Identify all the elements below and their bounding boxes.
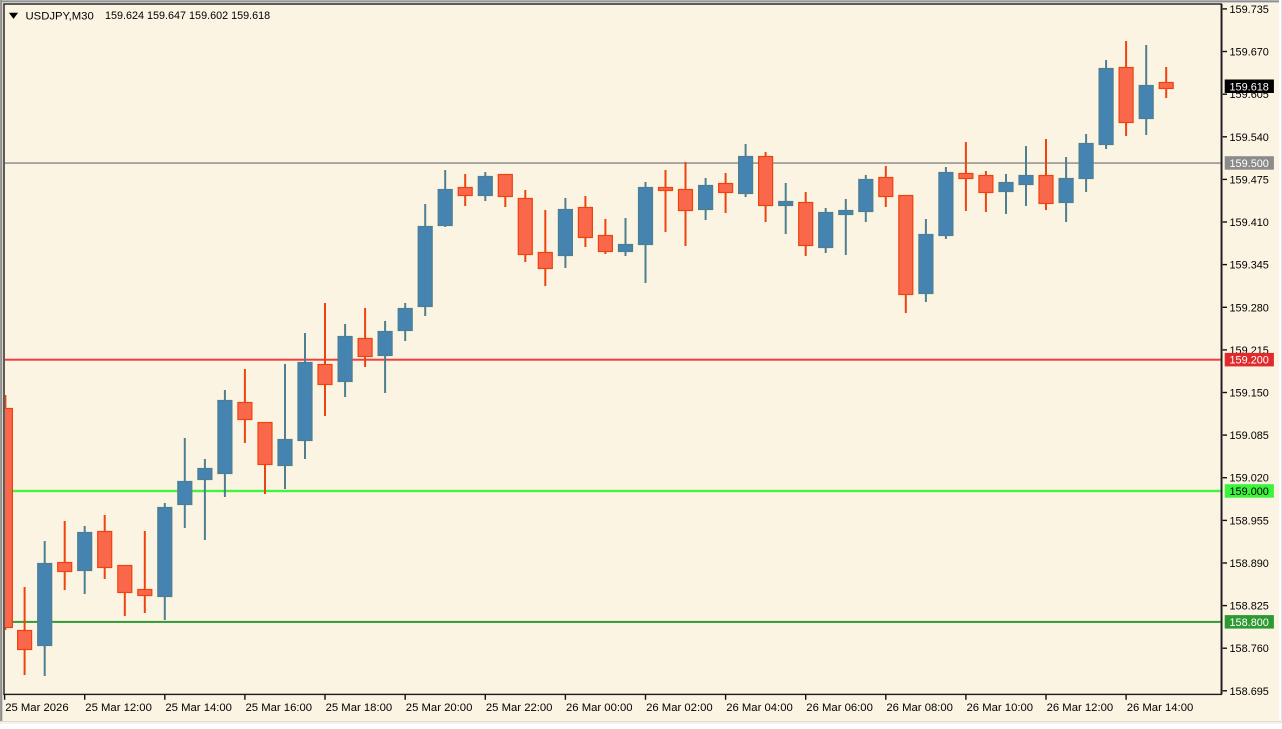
svg-text:158.800: 158.800 xyxy=(1230,617,1269,629)
svg-text:25 Mar 18:00: 25 Mar 18:00 xyxy=(326,702,393,714)
svg-text:159.410: 159.410 xyxy=(1230,217,1269,229)
svg-text:25 Mar 12:00: 25 Mar 12:00 xyxy=(85,702,152,714)
svg-text:25 Mar 22:00: 25 Mar 22:00 xyxy=(486,702,553,714)
svg-text:159.735: 159.735 xyxy=(1230,4,1269,16)
svg-text:159.618: 159.618 xyxy=(1230,81,1269,93)
svg-text:159.670: 159.670 xyxy=(1230,47,1269,59)
svg-text:26 Mar 00:00: 26 Mar 00:00 xyxy=(566,702,633,714)
svg-text:159.540: 159.540 xyxy=(1230,132,1269,144)
svg-text:159.475: 159.475 xyxy=(1230,174,1269,186)
svg-text:159.345: 159.345 xyxy=(1230,260,1269,272)
svg-text:26 Mar 02:00: 26 Mar 02:00 xyxy=(646,702,713,714)
svg-text:159.020: 159.020 xyxy=(1230,473,1269,485)
svg-text:25 Mar 2026: 25 Mar 2026 xyxy=(5,702,68,714)
svg-text:USDJPY,M30: USDJPY,M30 xyxy=(26,10,94,22)
svg-text:26 Mar 06:00: 26 Mar 06:00 xyxy=(806,702,873,714)
svg-text:158.825: 158.825 xyxy=(1230,601,1269,613)
svg-text:159.000: 159.000 xyxy=(1230,486,1269,498)
svg-text:26 Mar 12:00: 26 Mar 12:00 xyxy=(1047,702,1114,714)
svg-text:159.150: 159.150 xyxy=(1230,388,1269,400)
svg-text:158.760: 158.760 xyxy=(1230,643,1269,655)
svg-text:159.500: 159.500 xyxy=(1230,158,1269,170)
svg-text:25 Mar 14:00: 25 Mar 14:00 xyxy=(165,702,232,714)
svg-text:25 Mar 16:00: 25 Mar 16:00 xyxy=(246,702,313,714)
svg-text:158.890: 158.890 xyxy=(1230,558,1269,570)
svg-text:26 Mar 10:00: 26 Mar 10:00 xyxy=(967,702,1034,714)
svg-text:159.624 159.647 159.602 159.61: 159.624 159.647 159.602 159.618 xyxy=(105,10,270,22)
svg-text:26 Mar 04:00: 26 Mar 04:00 xyxy=(726,702,793,714)
svg-text:25 Mar 20:00: 25 Mar 20:00 xyxy=(406,702,473,714)
svg-text:26 Mar 14:00: 26 Mar 14:00 xyxy=(1127,702,1194,714)
svg-text:159.280: 159.280 xyxy=(1230,302,1269,314)
svg-text:26 Mar 08:00: 26 Mar 08:00 xyxy=(886,702,953,714)
svg-text:158.955: 158.955 xyxy=(1230,515,1269,527)
svg-text:159.200: 159.200 xyxy=(1230,355,1269,367)
svg-text:158.695: 158.695 xyxy=(1230,686,1269,698)
svg-text:159.085: 159.085 xyxy=(1230,430,1269,442)
